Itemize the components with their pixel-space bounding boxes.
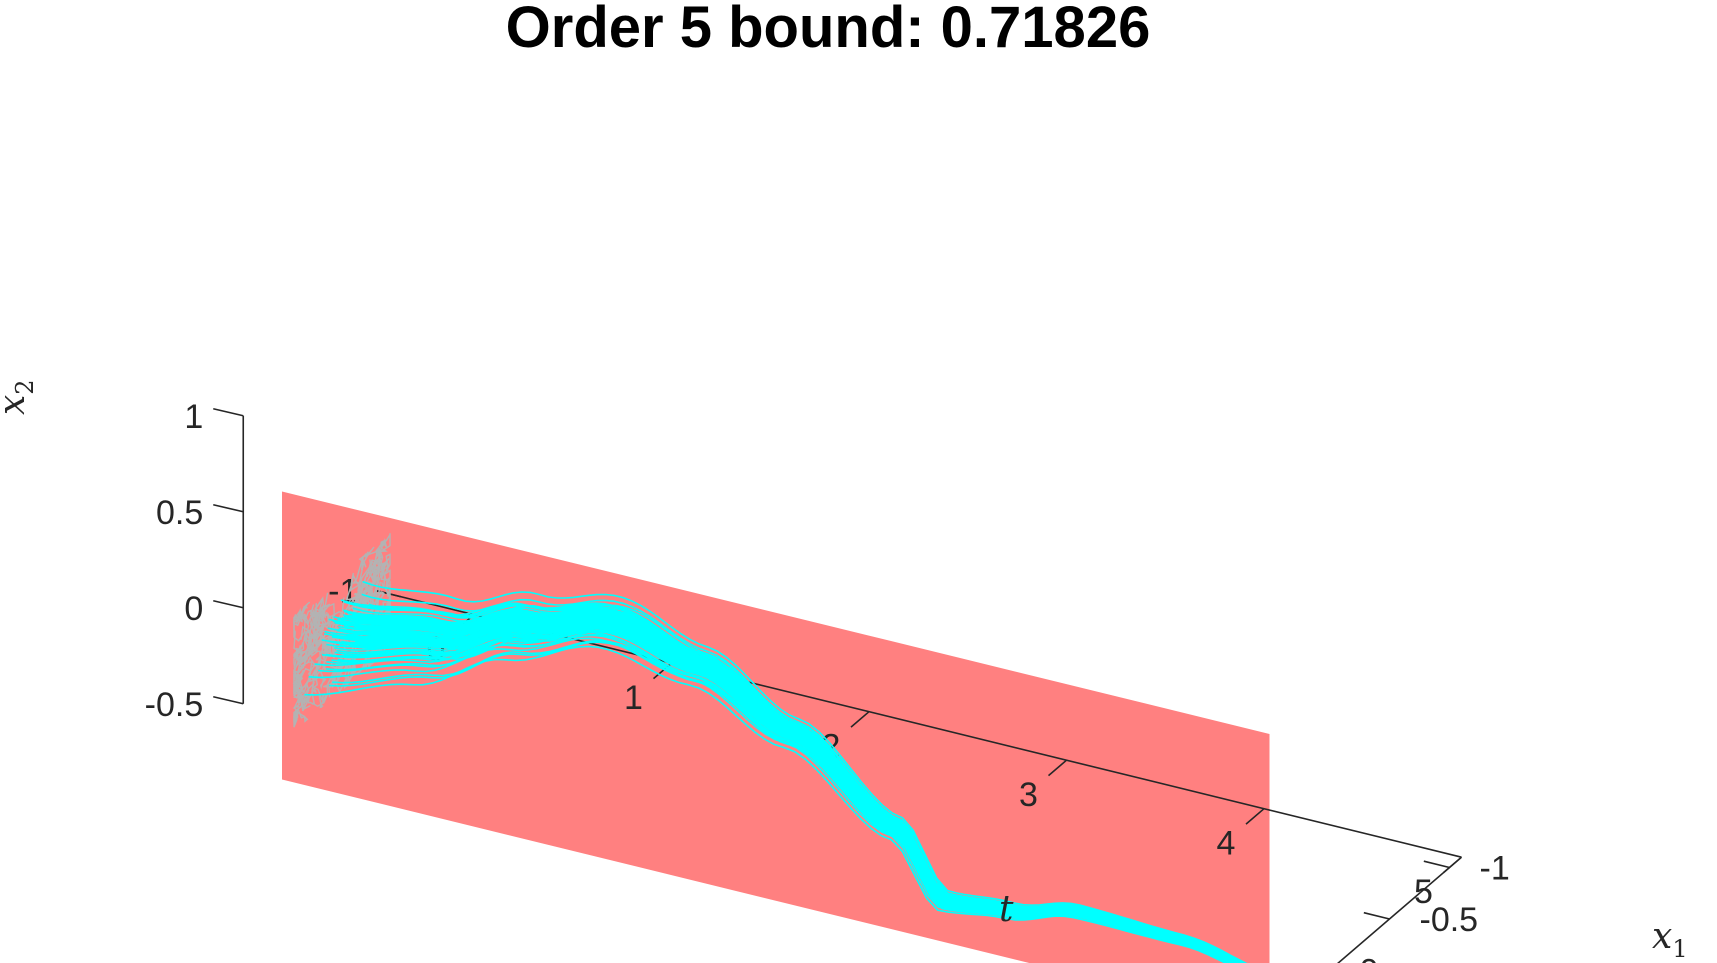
t-tick-label-3: 3: [1019, 776, 1038, 814]
initial-sample-46: [293, 645, 305, 667]
initial-sample-49: [293, 687, 327, 712]
t-tick-5: [1442, 856, 1463, 874]
x2-axis-label-group: x2: [0, 379, 39, 415]
x2-tick-label-2: 0.5: [156, 494, 203, 532]
t-axis-label: t: [999, 889, 1014, 930]
initial-sample-51: [353, 538, 389, 602]
initial-sample-42: [350, 537, 388, 587]
initial-sample-50: [293, 647, 309, 669]
trajectory-87: [343, 627, 1236, 963]
initial-sample-22: [364, 553, 391, 595]
trajectory-89: [340, 599, 1244, 963]
initial-sample-0: [307, 656, 322, 694]
trajectory-layer: [304, 580, 1248, 963]
initial-sample-36: [293, 666, 315, 706]
initial-sample-53: [300, 625, 330, 652]
initial-sample-20: [310, 622, 340, 690]
x2-axis-label: x2: [0, 379, 39, 415]
trajectory-85: [344, 618, 1239, 963]
t-tick-2: [850, 711, 870, 728]
trajectory-86: [332, 639, 1231, 963]
initial-sample-19: [353, 566, 380, 610]
x2-tick-label-3: 1: [184, 398, 203, 436]
trajectory-84: [361, 593, 1246, 963]
t-tick-3: [1047, 759, 1068, 777]
t-tick-label-1: 1: [624, 679, 643, 717]
x1-tick-1: [1363, 911, 1390, 920]
x2-tick-3: [213, 407, 244, 417]
trajectory-77: [314, 631, 1233, 963]
initial-sample-32: [354, 560, 378, 613]
chart-title: Order 5 bound: 0.71826: [506, 0, 1151, 60]
t-tick-4: [1245, 808, 1265, 825]
trajectory-80: [350, 623, 1238, 963]
axis-labels-layer: t x1 x2: [0, 379, 1688, 963]
trajectory-72: [362, 580, 1248, 963]
trajectory-88: [358, 611, 1242, 963]
x2-tick-label-0: -0.5: [145, 686, 204, 724]
x2-tick-1: [213, 599, 244, 609]
t-tick-label-4: 4: [1217, 825, 1236, 863]
t-tick-label-5: 5: [1414, 873, 1433, 911]
x2-tick-label-1: 0: [184, 590, 203, 628]
x2-tick-0: [213, 695, 244, 705]
x1-tick-label-1: -0.5: [1420, 901, 1479, 939]
x1-tick-label-0: -1: [1480, 850, 1510, 888]
x1-tick-label-2: 0: [1360, 953, 1379, 963]
initial-sample-40: [317, 613, 337, 662]
x1-tick-0: [1423, 860, 1450, 869]
x1-axis-label: x1: [1652, 916, 1688, 963]
x1-axis-line: [1337, 856, 1463, 963]
x2-tick-2: [213, 503, 244, 513]
